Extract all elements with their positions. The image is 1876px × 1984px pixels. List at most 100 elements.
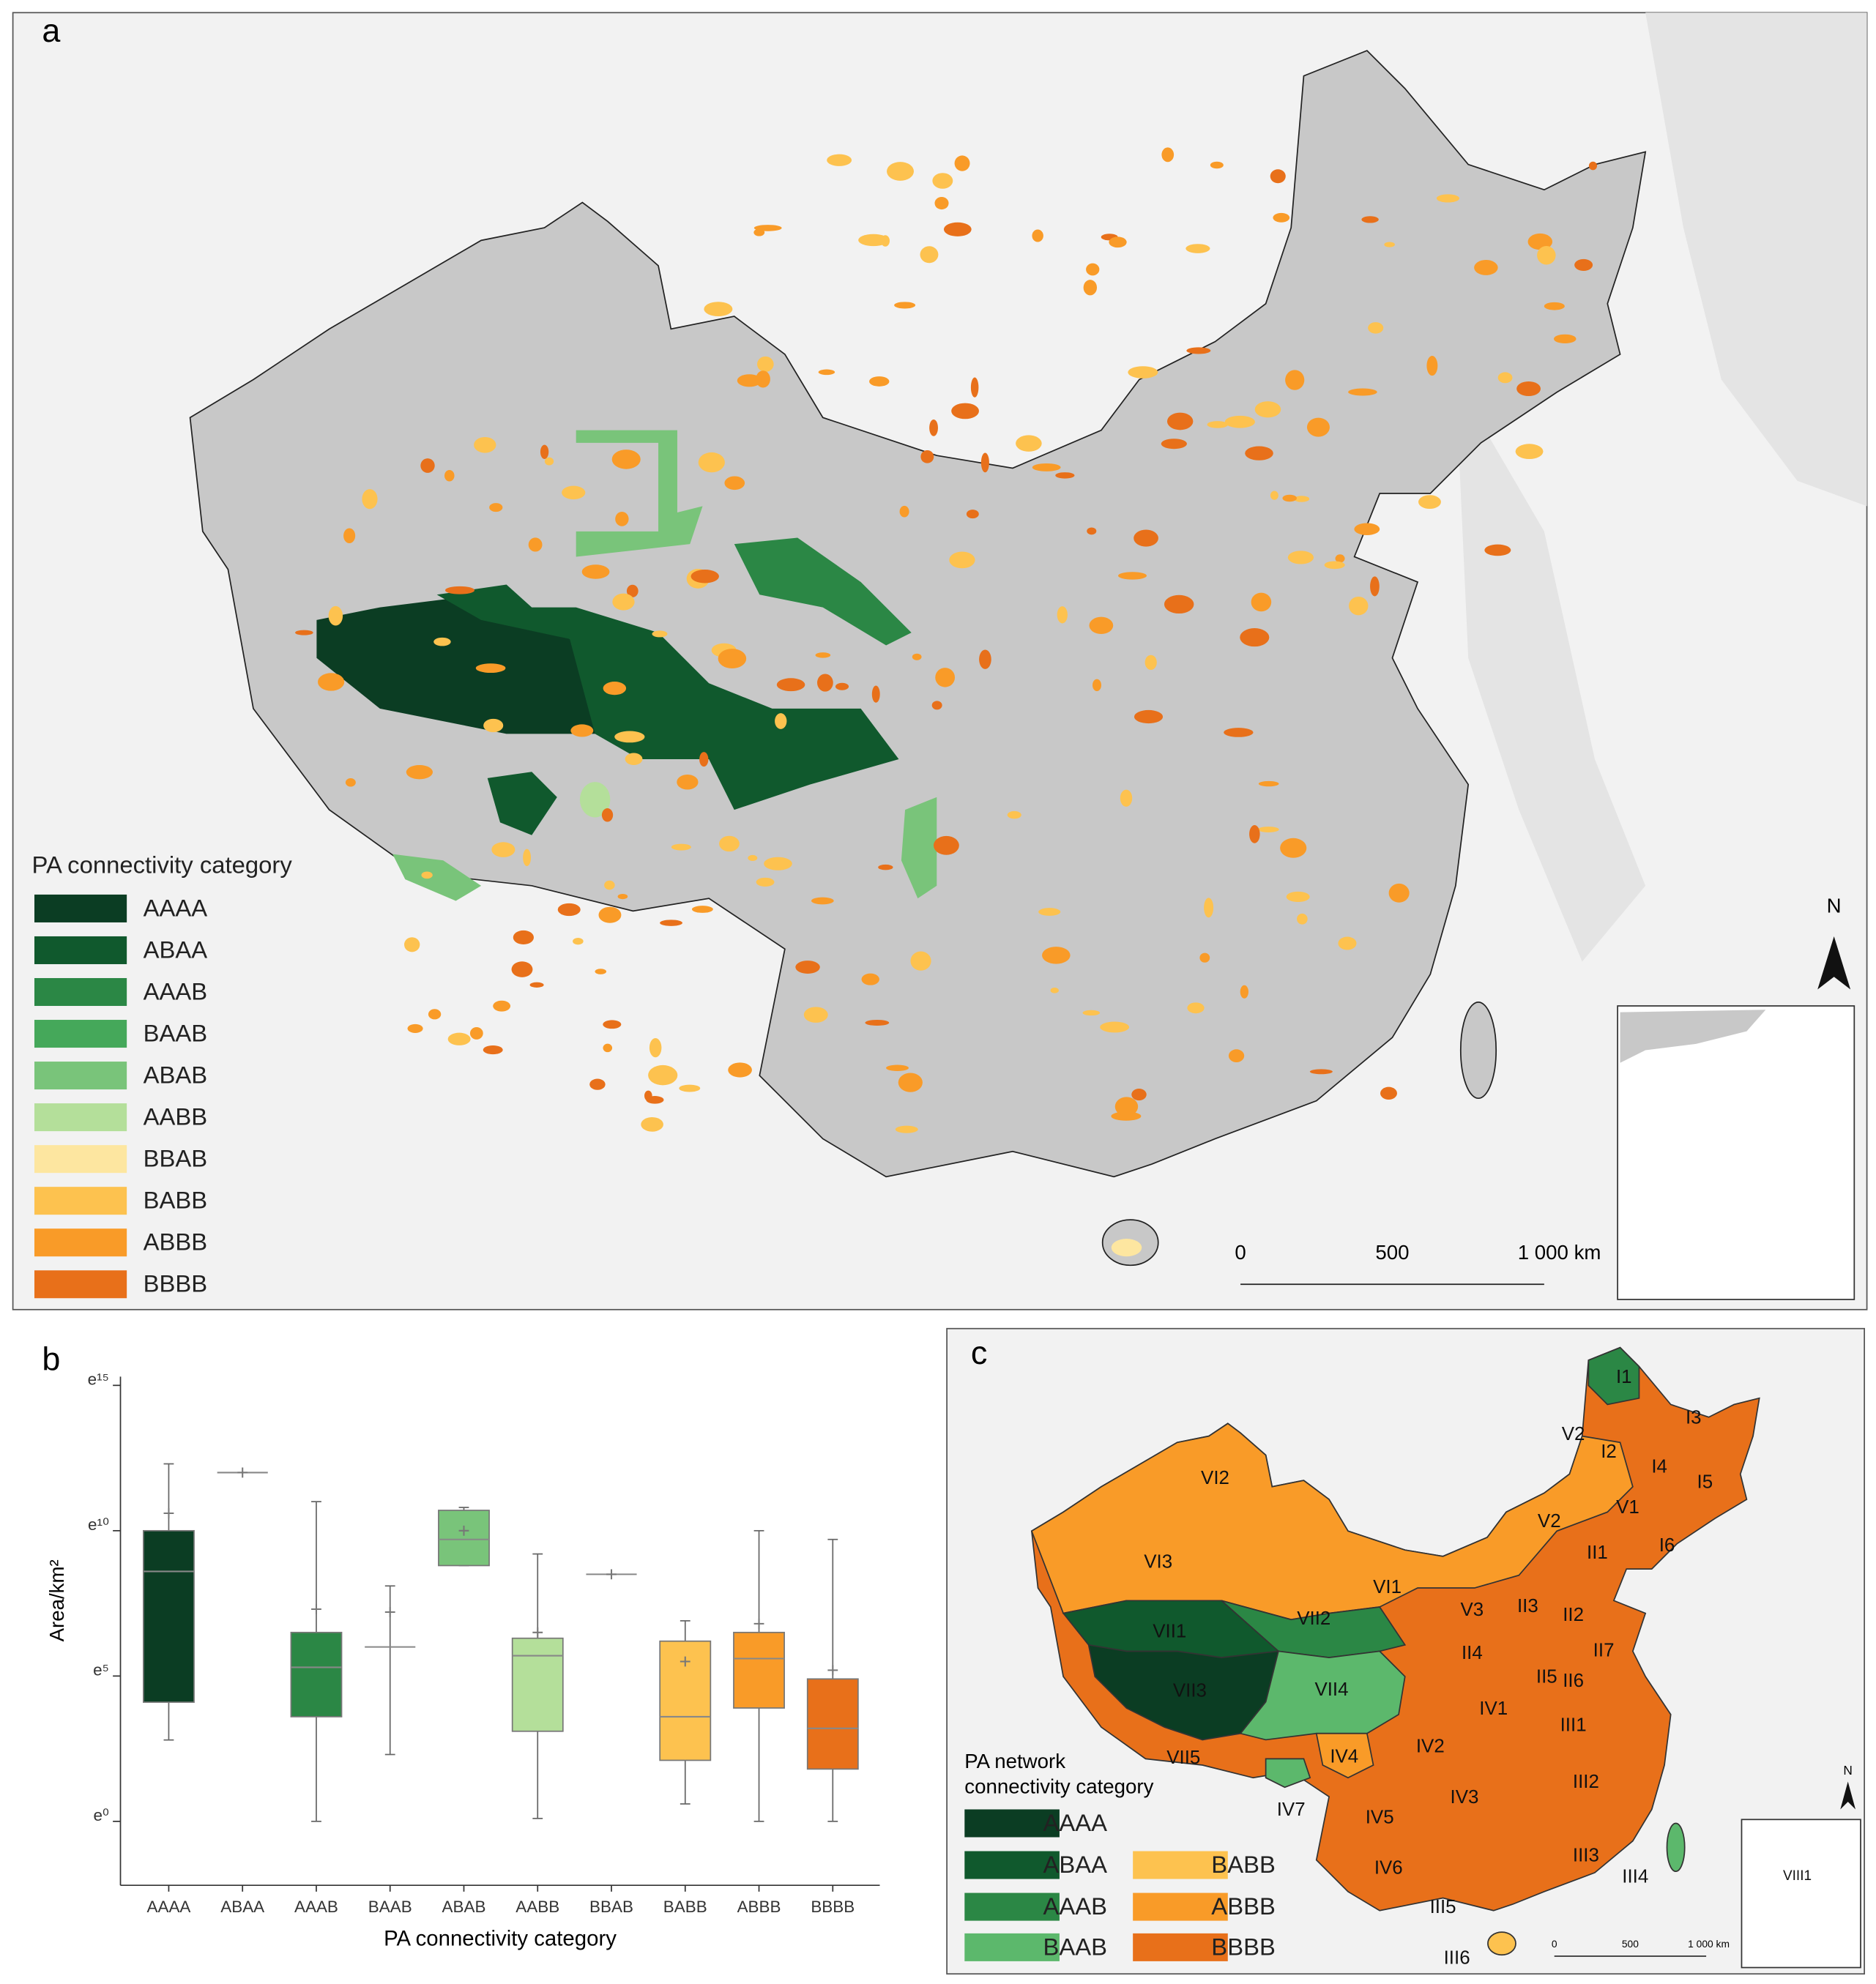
mean-marker <box>237 1467 248 1478</box>
region-label: II4 <box>1462 1643 1483 1663</box>
pa-patch <box>1186 347 1211 354</box>
pa-patch <box>899 505 909 518</box>
pa-patch <box>562 485 586 500</box>
pa-patch <box>677 774 699 790</box>
pa-patch <box>1134 529 1158 547</box>
region-label: II7 <box>1593 1640 1615 1660</box>
region-label: I3 <box>1686 1407 1702 1428</box>
region-label: IV5 <box>1366 1807 1394 1827</box>
region-label: VI2 <box>1201 1468 1229 1488</box>
box <box>438 1510 490 1567</box>
pa-patch <box>1050 988 1059 993</box>
map-a <box>189 50 1646 1267</box>
pa-patch <box>601 808 614 822</box>
pa-patch <box>895 1125 918 1133</box>
pa-patch <box>1361 216 1379 223</box>
pa-patch <box>1016 435 1042 452</box>
pa-patch <box>679 1084 701 1092</box>
panel-label: c <box>971 1334 987 1371</box>
x-tick-label: ABAB <box>442 1898 486 1916</box>
pa-patch <box>529 982 544 988</box>
region-label: IV6 <box>1374 1858 1403 1879</box>
pa-patch <box>1249 825 1260 843</box>
region-label: V2 <box>1538 1511 1561 1532</box>
scale-label: 0 <box>1235 1241 1246 1264</box>
pa-patch <box>1309 1069 1333 1075</box>
x-tick-label: AAAA <box>146 1898 190 1916</box>
x-tick-label: BBBB <box>811 1898 855 1916</box>
pa-patch <box>1120 789 1133 807</box>
scale-label: 500 <box>1375 1241 1409 1264</box>
pa-patch <box>898 1073 923 1092</box>
pa-patch <box>920 246 939 264</box>
region-label: I6 <box>1659 1535 1675 1556</box>
pa-patch <box>404 937 420 952</box>
legend-swatch <box>34 1228 127 1257</box>
pa-patch <box>1109 236 1127 248</box>
north-label: N <box>1843 1763 1852 1778</box>
region-label: V3 <box>1461 1600 1484 1620</box>
x-tick-label: BBAB <box>589 1898 633 1916</box>
pa-patch <box>1207 421 1229 428</box>
pa-patch <box>528 537 543 552</box>
pa-patch <box>1187 1002 1205 1014</box>
legend-label: BBAB <box>144 1145 208 1172</box>
pa-patch <box>1426 356 1438 376</box>
pa-patch <box>724 476 745 491</box>
region-label: VII2 <box>1297 1608 1330 1629</box>
pa-patch <box>1286 891 1310 903</box>
region-label: VIII1 <box>1783 1868 1812 1884</box>
region-label: I2 <box>1601 1442 1617 1462</box>
region-label: III4 <box>1622 1867 1648 1887</box>
pa-patch <box>1055 472 1075 479</box>
pa-patch <box>1384 242 1395 247</box>
pa-patch <box>1348 388 1377 396</box>
region-label: VII3 <box>1173 1681 1207 1701</box>
legend-title: connectivity category <box>964 1775 1153 1797</box>
pa-patch <box>1240 628 1270 647</box>
pa-patch <box>557 903 581 917</box>
pa-patch <box>447 1032 471 1045</box>
legend-swatch <box>34 977 127 1007</box>
region-label: II5 <box>1536 1667 1557 1687</box>
pa-patch <box>489 503 503 512</box>
pa-patch <box>1204 898 1214 918</box>
background-land <box>1455 12 1867 962</box>
region-label: I1 <box>1616 1367 1632 1387</box>
pa-patch <box>728 1062 752 1078</box>
pa-patch <box>581 564 610 579</box>
pa-patch <box>931 701 942 710</box>
pa-patch <box>698 452 725 473</box>
x-tick-label: ABAA <box>220 1898 264 1916</box>
region-label: IV7 <box>1277 1800 1306 1820</box>
pa-patch <box>615 512 629 526</box>
pa-patch <box>1251 592 1272 612</box>
pa-patch <box>420 458 435 473</box>
pa-patch <box>1282 494 1297 502</box>
pa-patch <box>1210 161 1224 169</box>
north-arrow <box>1840 1781 1856 1810</box>
pa-patch <box>1537 246 1556 265</box>
pa-patch <box>540 444 549 459</box>
legend-swatch <box>34 1145 127 1174</box>
box <box>511 1637 564 1732</box>
pa-patch <box>966 510 979 519</box>
pa-patch <box>343 528 356 544</box>
pa-patch <box>933 835 959 855</box>
pa-patch <box>1057 606 1068 624</box>
pa-patch <box>1516 381 1541 397</box>
y-tick-label: e⁵ <box>93 1660 109 1679</box>
legend-label: ABAA <box>1043 1851 1107 1878</box>
region-label: I4 <box>1651 1457 1667 1477</box>
pa-patch <box>483 718 504 733</box>
y-tick-label: e⁰ <box>93 1806 108 1824</box>
pa-patch <box>764 857 792 870</box>
north-label: N <box>1827 894 1842 917</box>
region-label: VII4 <box>1314 1679 1348 1700</box>
pa-patch <box>1161 147 1175 163</box>
pa-patch <box>614 731 645 743</box>
pa-patch <box>1553 334 1577 343</box>
pa-patch <box>1335 554 1345 563</box>
scale-label: 1 000 km <box>1688 1938 1730 1950</box>
pa-patch <box>861 973 879 985</box>
